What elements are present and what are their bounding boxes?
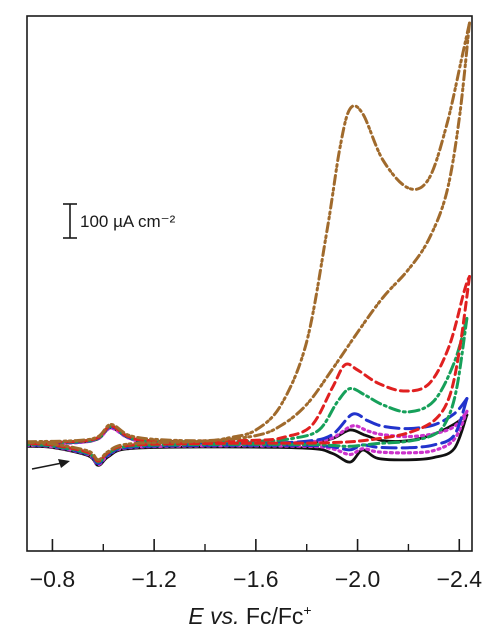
series-5-forward-scan (27, 275, 471, 445)
plot-frame (26, 15, 473, 552)
x-tick-label: −1.2 (131, 566, 176, 592)
x-tick-label: −1.6 (233, 566, 278, 592)
x-axis-tick-labels: −0.8 −1.2 −1.6 −2.0 −2.4 (30, 566, 482, 592)
series-2-forward-scan (27, 409, 469, 447)
series-3 (27, 397, 469, 465)
x-axis-title: E vs. Fc/Fc+ (188, 602, 311, 629)
scale-bar: 100 µA cm⁻² (63, 203, 176, 239)
series-4-forward-scan (27, 316, 469, 445)
x-axis-ticks (51, 539, 461, 551)
x-tick-label: −0.8 (30, 566, 75, 592)
x-tick-label: −2.4 (437, 566, 483, 592)
series-layer (27, 21, 471, 467)
x-tick-label: −2.0 (335, 566, 380, 592)
scale-bar-label: 100 µA cm⁻² (80, 212, 176, 231)
series-6 (27, 21, 471, 462)
series-6-forward-scan (27, 21, 471, 444)
series-6-reverse-scan (27, 21, 471, 462)
scan-direction-arrow (31, 459, 70, 470)
series-3-reverse-scan (27, 397, 469, 465)
